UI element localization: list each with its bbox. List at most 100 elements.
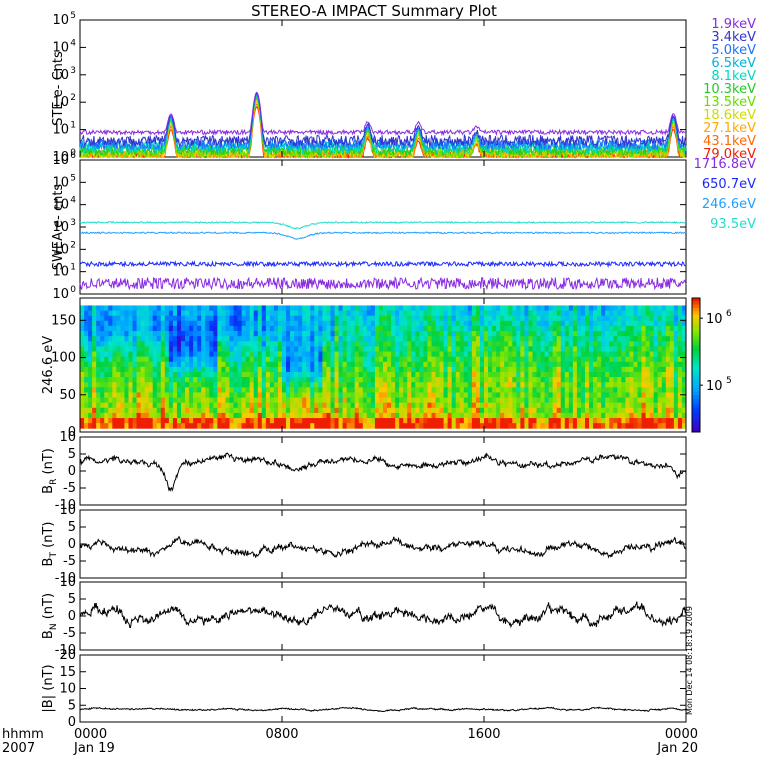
pad-cell	[168, 377, 174, 383]
pad-cell	[528, 310, 533, 317]
pad-cell	[589, 418, 594, 424]
pad-cell	[358, 402, 364, 409]
pad-cell	[548, 407, 554, 414]
pad-cell	[229, 351, 234, 358]
pad-cell	[213, 371, 218, 378]
pad-cell	[439, 336, 444, 342]
pad-cell	[419, 346, 424, 352]
pad-cell	[322, 310, 327, 317]
colorbar-segment	[692, 421, 700, 426]
pad-cell	[237, 377, 242, 383]
pad-cell	[552, 315, 558, 322]
pad-cell	[653, 387, 659, 393]
pad-cell	[681, 407, 687, 414]
pad-cell	[601, 356, 606, 363]
pad-cell	[451, 392, 457, 398]
pad-cell	[318, 331, 323, 337]
pad-cell	[427, 397, 432, 404]
pad-cell	[383, 336, 388, 342]
pad-cell	[407, 371, 412, 378]
pad-cell	[201, 305, 206, 311]
pad-cell	[681, 341, 687, 347]
pad-cell	[314, 412, 319, 419]
pad-cell	[524, 356, 529, 363]
pad-cell	[277, 387, 283, 393]
pad-cell	[306, 315, 311, 322]
pad-cell	[479, 336, 485, 342]
pad-cell	[597, 382, 602, 388]
pad-cell	[257, 331, 263, 337]
pad-cell	[237, 305, 242, 311]
pad-cell	[605, 402, 610, 409]
pad-cell	[613, 341, 618, 347]
pad-cell	[451, 315, 457, 322]
pad-cell	[342, 387, 348, 393]
pad-cell	[229, 397, 234, 404]
pad-cell	[172, 397, 178, 404]
pad-cell	[253, 423, 259, 429]
pad-cell	[520, 387, 525, 393]
pad-cell	[621, 382, 626, 388]
pad-cell	[580, 356, 586, 363]
pad-cell	[560, 315, 566, 322]
pad-cell	[589, 382, 594, 388]
pad-cell	[176, 351, 182, 358]
pad-cell	[585, 397, 590, 404]
pad-cell	[572, 346, 578, 352]
pad-cell	[128, 392, 133, 398]
pad-cell	[108, 341, 113, 347]
pad-cell	[496, 407, 501, 414]
pad-cell	[399, 320, 404, 327]
pad-cell	[148, 325, 154, 332]
pad-cell	[152, 331, 158, 337]
pad-cell	[88, 387, 93, 393]
pad-cell	[593, 397, 598, 404]
pad-cell	[435, 310, 440, 317]
colorbar-segment	[692, 324, 700, 329]
pad-cell	[294, 397, 299, 404]
pad-cell	[629, 346, 634, 352]
pad-cell	[451, 361, 457, 368]
pad-cell	[564, 392, 570, 398]
pad-cell	[387, 305, 392, 311]
pad-cell	[500, 305, 505, 311]
pad-cell	[108, 331, 113, 337]
pad-cell	[213, 412, 218, 419]
pad-cell	[564, 382, 570, 388]
pad-cell	[116, 341, 121, 347]
pad-cell	[282, 346, 287, 352]
pad-cell	[120, 407, 125, 414]
pad-cell	[661, 387, 667, 393]
pad-cell	[403, 325, 408, 332]
pad-cell	[257, 320, 263, 327]
pad-cell	[443, 402, 449, 409]
pad-cell	[463, 392, 469, 398]
pad-cell	[427, 305, 432, 311]
pad-cell	[645, 341, 651, 347]
pad-cell	[112, 320, 117, 327]
pad-cell	[568, 320, 574, 327]
pad-cell	[88, 407, 93, 414]
pad-cell	[120, 315, 125, 322]
pad-cell	[205, 305, 210, 311]
pad-cell	[544, 397, 550, 404]
pad-cell	[233, 423, 238, 429]
pad-cell	[613, 377, 618, 383]
pad-cell	[136, 351, 141, 358]
pad-cell	[427, 418, 432, 424]
pad-cell	[314, 361, 319, 368]
pad-cell	[431, 310, 436, 317]
pad-cell	[536, 366, 541, 373]
pad-cell	[415, 423, 420, 429]
pad-cell	[366, 361, 372, 368]
pad-cell	[370, 331, 376, 337]
pad-cell	[310, 392, 315, 398]
pad-cell	[290, 366, 295, 373]
pad-cell	[88, 418, 93, 424]
pad-cell	[148, 346, 154, 352]
pad-cell	[496, 377, 501, 383]
pad-cell	[500, 315, 505, 322]
pad-cell	[411, 310, 416, 317]
pad-cell	[475, 371, 481, 378]
pad-cell	[629, 402, 634, 409]
